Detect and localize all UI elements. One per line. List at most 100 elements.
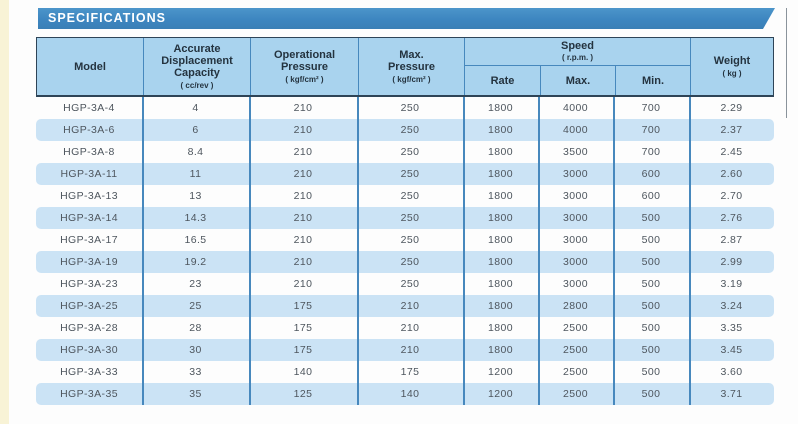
cell-weight: 3.19 — [720, 278, 743, 290]
cell-op-pressure: 210 — [293, 234, 313, 246]
cell-op-pressure: 140 — [293, 366, 313, 378]
cell-max: 2500 — [563, 366, 588, 378]
header-capacity-line3: Capacity — [174, 67, 220, 79]
header-speed: Speed ( r.p.m. ) — [465, 38, 690, 65]
header-operational-pressure: Operational Pressure ( kgf/cm² ) — [250, 38, 358, 95]
cell-model: HGP-3A-19 — [60, 256, 118, 268]
cell-max-pressure: 250 — [400, 102, 420, 114]
cell-rate: 1800 — [488, 146, 513, 158]
cell-model: HGP-3A-25 — [60, 300, 118, 312]
cell-max-pressure: 210 — [400, 344, 420, 356]
cell-model: HGP-3A-30 — [60, 344, 118, 356]
header-speed-group: Speed ( r.p.m. ) Rate Max. Min. — [464, 38, 690, 95]
table-row: HGP-3A-8 8.4 210 250 1800 3500 700 2.45 — [36, 141, 774, 163]
cell-capacity: 8.4 — [187, 146, 204, 158]
cell-max: 2500 — [563, 322, 588, 334]
cell-capacity: 28 — [189, 322, 202, 334]
specifications-table: Model Accurate Displacement Capacity ( c… — [36, 37, 774, 405]
header-weight-unit: ( kg ) — [722, 69, 742, 78]
cell-capacity: 11 — [189, 168, 202, 180]
cell-rate: 1800 — [488, 102, 513, 114]
cell-weight: 2.45 — [720, 146, 743, 158]
column-divider — [142, 97, 144, 405]
cell-min: 500 — [641, 234, 661, 246]
cell-min: 700 — [641, 146, 661, 158]
cell-rate: 1800 — [488, 190, 513, 202]
cell-max: 2800 — [563, 300, 588, 312]
header-model: Model — [37, 38, 143, 95]
cell-max-pressure: 250 — [400, 256, 420, 268]
header-weight-label: Weight — [713, 55, 751, 67]
column-divider — [689, 97, 691, 405]
cell-op-pressure: 210 — [293, 146, 313, 158]
cell-op-pressure: 210 — [293, 190, 313, 202]
cell-model: HGP-3A-23 — [60, 278, 118, 290]
cell-max-pressure: 250 — [400, 146, 420, 158]
table-row: HGP-3A-14 14.3 210 250 1800 3000 500 2.76 — [36, 207, 774, 229]
cell-weight: 3.60 — [720, 366, 743, 378]
cell-min: 700 — [641, 124, 661, 136]
cell-min: 500 — [641, 278, 661, 290]
cell-op-pressure: 210 — [293, 212, 313, 224]
cell-weight: 2.29 — [720, 102, 743, 114]
cell-model: HGP-3A-6 — [63, 124, 115, 136]
header-capacity-unit: ( cc/rev ) — [180, 81, 214, 90]
cell-capacity: 4 — [192, 102, 199, 114]
table-row: HGP-3A-28 28 175 210 1800 2500 500 3.35 — [36, 317, 774, 339]
cell-model: HGP-3A-8 — [63, 146, 115, 158]
table-row: HGP-3A-6 6 210 250 1800 4000 700 2.37 — [36, 119, 774, 141]
table-row: HGP-3A-4 4 210 250 1800 4000 700 2.29 — [36, 97, 774, 119]
cell-min: 600 — [641, 190, 661, 202]
cell-max: 2500 — [563, 344, 588, 356]
table-row: HGP-3A-19 19.2 210 250 1800 3000 500 2.99 — [36, 251, 774, 273]
cell-op-pressure: 175 — [293, 344, 313, 356]
cell-max: 3000 — [563, 168, 588, 180]
header-op-pressure-unit: ( kgf/cm² ) — [285, 75, 324, 84]
cell-max-pressure: 250 — [400, 234, 420, 246]
cell-op-pressure: 210 — [293, 278, 313, 290]
cell-op-pressure: 175 — [293, 300, 313, 312]
table-row: HGP-3A-33 33 140 175 1200 2500 500 3.60 — [36, 361, 774, 383]
cell-max: 4000 — [563, 102, 588, 114]
header-weight: Weight ( kg ) — [690, 38, 773, 95]
cell-rate: 1800 — [488, 278, 513, 290]
header-speed-unit: ( r.p.m. ) — [561, 53, 594, 62]
cell-weight: 2.70 — [720, 190, 743, 202]
cell-max: 2500 — [563, 388, 588, 400]
header-capacity-line1: Accurate — [173, 43, 221, 55]
cell-capacity: 19.2 — [184, 256, 207, 268]
cell-max: 3000 — [563, 212, 588, 224]
cell-model: HGP-3A-11 — [60, 168, 118, 180]
section-title: SPECIFICATIONS — [48, 11, 166, 25]
cell-max: 3000 — [563, 278, 588, 290]
table-row: HGP-3A-25 25 175 210 1800 2800 500 3.24 — [36, 295, 774, 317]
header-max-pressure: Max. Pressure ( kgf/cm² ) — [358, 38, 464, 95]
cell-rate: 1800 — [488, 344, 513, 356]
cell-max: 3000 — [563, 190, 588, 202]
cell-weight: 2.87 — [720, 234, 743, 246]
header-speed-label: Speed — [560, 40, 594, 52]
column-divider — [613, 97, 615, 405]
cell-min: 500 — [641, 300, 661, 312]
cell-capacity: 35 — [189, 388, 202, 400]
header-op-pressure-line1: Operational — [273, 49, 336, 61]
cell-op-pressure: 125 — [293, 388, 313, 400]
header-max-pressure-unit: ( kgf/cm² ) — [392, 75, 431, 84]
header-speed-subcolumns: Rate Max. Min. — [465, 65, 690, 95]
cell-rate: 1800 — [488, 256, 513, 268]
cell-max-pressure: 250 — [400, 278, 420, 290]
cell-max-pressure: 140 — [400, 388, 420, 400]
cell-capacity: 13 — [189, 190, 202, 202]
cell-min: 700 — [641, 102, 661, 114]
cell-capacity: 23 — [189, 278, 202, 290]
cell-max-pressure: 250 — [400, 124, 420, 136]
header-capacity-line2: Displacement — [161, 55, 233, 67]
header-max-pressure-line1: Max. — [399, 49, 424, 61]
column-divider — [249, 97, 251, 405]
column-divider — [538, 97, 540, 405]
header-model-label: Model — [74, 60, 106, 73]
cell-min: 500 — [641, 344, 661, 356]
header-capacity: Accurate Displacement Capacity ( cc/rev … — [143, 38, 250, 95]
cell-op-pressure: 175 — [293, 322, 313, 334]
table-body: HGP-3A-4 4 210 250 1800 4000 700 2.29 HGP-3A-6 6 2… — [36, 97, 774, 405]
